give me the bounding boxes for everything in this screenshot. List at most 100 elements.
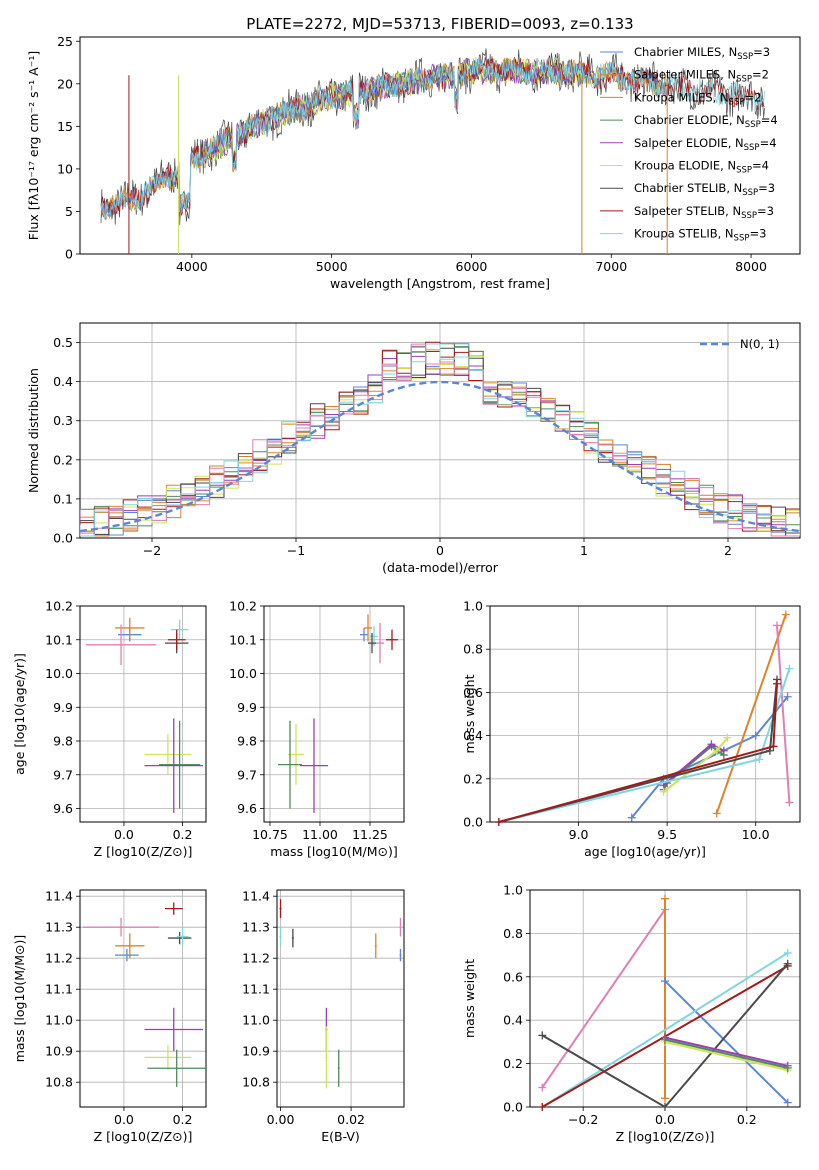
series-marker [781,610,790,619]
series-line [498,668,791,823]
legend-sub: SSP [742,188,758,198]
y-axis-label: mass [log10(M/M⊙)] [12,935,27,1063]
points-group [278,614,398,813]
legend-rest: =3 [749,227,766,241]
y-tick-label: 10.1 [229,632,257,647]
series-line [664,1040,788,1072]
axes-frame [79,36,801,255]
legend-rest: =3 [757,204,774,218]
series-marker [661,1035,669,1044]
points-group [85,617,204,813]
y-tick-label: 0.3 [53,413,73,428]
y-axis-label: mass weight [462,959,477,1038]
y-tick-label: 0.0 [503,1100,523,1115]
x-tick-label: 0.00 [267,1112,295,1127]
axes-5 [76,889,207,1111]
y-tick-label: 10.2 [229,599,257,614]
series-line [541,952,789,1108]
y-tick-label: 15 [57,119,73,134]
points-group [279,899,402,1089]
x-tick-label: 1 [580,543,588,558]
x-axis-label: Z [log10(Z/Z⊙)] [616,1129,715,1144]
legend-rest: =4 [752,159,769,173]
series-marker [785,664,794,673]
series-marker [751,731,760,740]
y-tick-label: 10.9 [45,1044,73,1059]
x-tick-label: −0.2 [568,1112,598,1127]
legend-rest: =4 [760,136,777,150]
chart-title: PLATE=2272, MJD=53713, FIBERID=0093, z=0… [246,15,633,33]
y-tick-label: 0.0 [53,531,73,546]
y-tick-label: 11.4 [242,889,270,904]
y-tick-label: 9.9 [237,700,257,715]
y-tick-label: 0.1 [53,491,73,506]
legend-sub: SSP [736,166,752,176]
x-tick-label: 10.0 [742,827,770,842]
series-marker [661,1094,669,1103]
series-marker [538,1083,547,1092]
y-tick-label: 20 [57,76,73,91]
x-axis-label: Z [log10(Z/Z⊙)] [94,1129,193,1144]
lines-group [538,894,792,1111]
legend-label: Salpeter ELODIE, NSSP=4 [634,136,777,153]
x-axis-label: E(B-V) [321,1129,360,1144]
series-marker [769,742,778,751]
y-tick-label: 10.2 [45,599,73,614]
y-tick-label: 9.9 [53,700,73,715]
x-tick-label: 0.2 [173,827,193,842]
x-tick-label: 10.75 [252,827,288,842]
legend-label: Salpeter STELIB, NSSP=3 [634,204,774,221]
y-tick-label: 0.0 [463,815,483,830]
x-tick-label: 6000 [456,259,488,274]
x-tick-label: 4000 [176,259,208,274]
x-tick-label: −2 [143,543,161,558]
x-tick-label: 9.5 [657,827,677,842]
y-tick-label: 10 [57,161,73,176]
y-tick-label: 10.0 [229,666,257,681]
legend-label: Kroupa ELODIE, NSSP=4 [634,159,769,176]
series-marker [661,894,669,903]
x-tick-label: 8000 [735,259,767,274]
series-marker [661,1103,669,1111]
x-tick-label: 0.02 [337,1112,365,1127]
y-tick-label: 10.9 [242,1044,270,1059]
legend-sub: SSP [737,52,753,62]
legend-label: Kroupa STELIB, NSSP=3 [634,227,766,244]
axes-frame [489,605,801,823]
hist-step [80,343,800,537]
y-tick-label: 0.5 [53,335,73,350]
series-marker [785,798,794,807]
x-axis-label: age [log10(age/yr)] [584,844,706,859]
series-marker [719,746,728,755]
y-axis-label: Flux [fλ10⁻¹⁷ erg cm⁻² s⁻¹ A⁻¹] [26,51,41,240]
axes-6 [273,889,405,1111]
x-axis-label: (data-model)/error [382,560,499,575]
series-marker [723,733,732,742]
y-tick-label: 0.2 [53,452,73,467]
spectrum-line [100,56,765,220]
y-axis-label: age [log10(age/yr)] [12,653,27,775]
x-tick-label: 0 [436,543,444,558]
series-marker [772,679,781,688]
y-tick-label: 25 [57,34,73,49]
series-marker [783,692,792,701]
x-tick-label: 11.00 [302,827,338,842]
y-tick-label: 9.6 [53,801,73,816]
series-marker [494,818,503,826]
series-marker [783,948,792,957]
y-tick-label: 1.0 [463,599,483,614]
axes-2 [76,605,207,826]
axes-7 [526,889,801,1111]
y-tick-label: 9.6 [237,801,257,816]
y-tick-label: 0 [65,247,73,262]
legend-sub: SSP [736,75,752,85]
axes-3 [260,605,405,826]
y-tick-label: 5 [65,204,73,219]
points-group [82,902,206,1087]
series-marker [783,1098,792,1107]
legend-label: Salpeter MILES, NSSP=2 [634,68,769,85]
y-tick-label: 0.8 [463,642,483,657]
axes-frame [79,605,207,823]
y-tick-label: 11.0 [242,1013,270,1028]
legend-sub: SSP [744,143,760,153]
